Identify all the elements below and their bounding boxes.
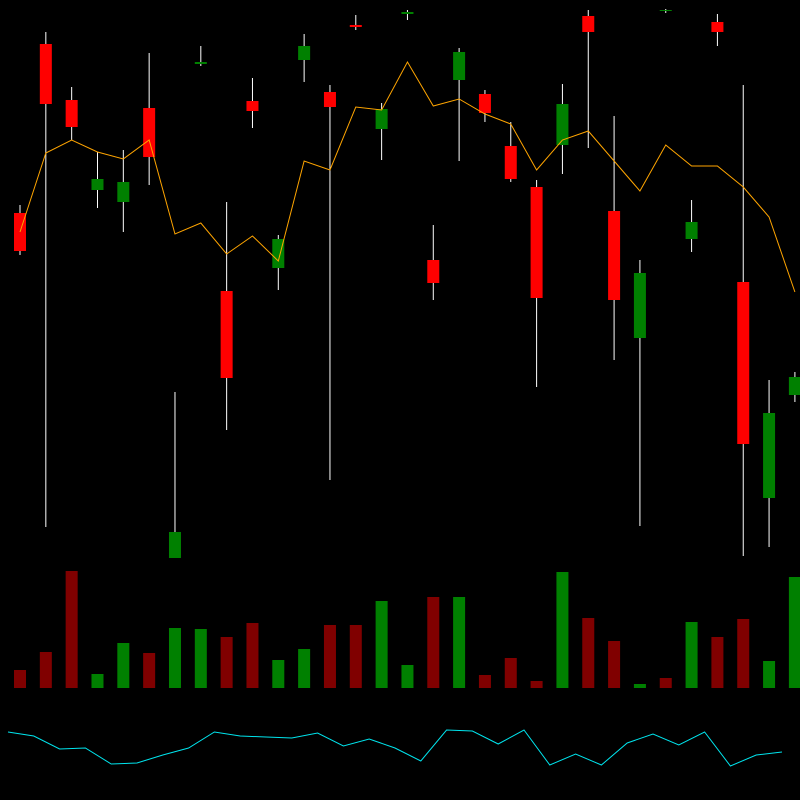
candle-body [737,282,749,444]
candle-body [427,260,439,283]
candle-body [246,101,258,111]
volume-bar [531,681,543,688]
volume-bar [556,572,568,688]
volume-bar [117,643,129,688]
volume-bar [91,674,103,688]
volume-bar [582,618,594,688]
candle-body [634,273,646,338]
candle-body [763,413,775,498]
volume-bar [453,597,465,688]
candle-body [660,10,672,11]
volume-bar [660,678,672,688]
volume-bar [376,601,388,688]
volume-bar [246,623,258,688]
candle-body [66,100,78,127]
candle-body [505,146,517,179]
volume-bar [686,622,698,688]
candle-body [479,94,491,113]
candle-body [582,16,594,32]
volume-bar [66,571,78,688]
candle-body [711,22,723,32]
candle-body [531,187,543,298]
volume-bar [272,660,284,688]
page: {"chart_data": [ {"type": "candlestick",… [0,0,800,800]
volume-bar [169,628,181,688]
volume-bar [350,625,362,688]
volume-bar [711,637,723,688]
volume-bar [479,675,491,688]
candle-body [608,211,620,300]
candle-body [40,44,52,104]
volume-bar [40,652,52,688]
volume-bar [763,661,775,688]
chart [0,0,800,800]
moving-average-line [20,62,795,292]
volume-bar [737,619,749,688]
volume-bar [427,597,439,688]
candle-body [686,222,698,239]
candle-body [143,108,155,157]
volume-bar [14,670,26,688]
indicator-line [8,730,782,766]
candle-body [117,182,129,202]
volume-bar [401,665,413,688]
volume-bar [298,649,310,688]
volume-bar [324,625,336,688]
volume-bar [634,684,646,688]
volume-bar [608,641,620,688]
volume-bar [221,637,233,688]
candle-body [221,291,233,378]
candle-body [401,12,413,14]
volume-bar [143,653,155,688]
candle-body [298,46,310,60]
volume-bar [789,577,800,688]
volume-bar [505,658,517,688]
candle-body [789,377,800,395]
candle-body [169,532,181,558]
candle-body [376,109,388,129]
candle-body [350,25,362,27]
candle-body [453,52,465,80]
candle-body [324,92,336,107]
volume-bar [195,629,207,688]
candle-body [195,62,207,64]
candle-body [91,179,103,190]
